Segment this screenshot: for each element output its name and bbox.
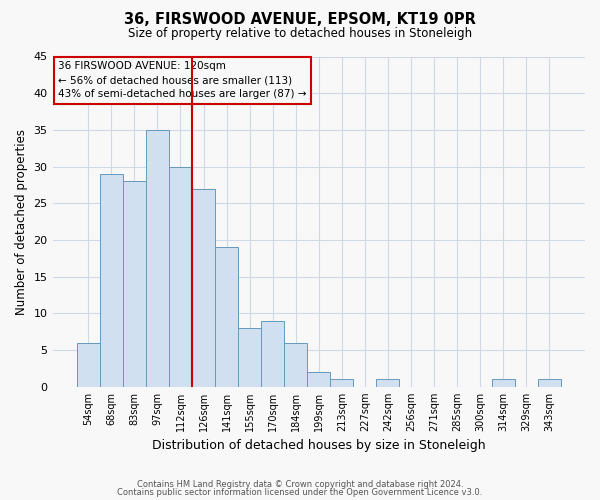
Bar: [307, 372, 330, 387]
Bar: [491, 380, 515, 387]
Bar: [215, 248, 238, 387]
Text: 36, FIRSWOOD AVENUE, EPSOM, KT19 0PR: 36, FIRSWOOD AVENUE, EPSOM, KT19 0PR: [124, 12, 476, 28]
Bar: [169, 166, 192, 387]
Bar: [261, 320, 284, 387]
Bar: [284, 343, 307, 387]
Bar: [238, 328, 261, 387]
Text: Contains HM Land Registry data © Crown copyright and database right 2024.: Contains HM Land Registry data © Crown c…: [137, 480, 463, 489]
Bar: [146, 130, 169, 387]
Text: Contains public sector information licensed under the Open Government Licence v3: Contains public sector information licen…: [118, 488, 482, 497]
Bar: [538, 380, 561, 387]
X-axis label: Distribution of detached houses by size in Stoneleigh: Distribution of detached houses by size …: [152, 440, 485, 452]
Bar: [100, 174, 123, 387]
Text: Size of property relative to detached houses in Stoneleigh: Size of property relative to detached ho…: [128, 28, 472, 40]
Bar: [192, 188, 215, 387]
Bar: [376, 380, 400, 387]
Bar: [330, 380, 353, 387]
Bar: [123, 182, 146, 387]
Y-axis label: Number of detached properties: Number of detached properties: [15, 128, 28, 314]
Bar: [77, 343, 100, 387]
Text: 36 FIRSWOOD AVENUE: 120sqm
← 56% of detached houses are smaller (113)
43% of sem: 36 FIRSWOOD AVENUE: 120sqm ← 56% of deta…: [58, 62, 307, 100]
